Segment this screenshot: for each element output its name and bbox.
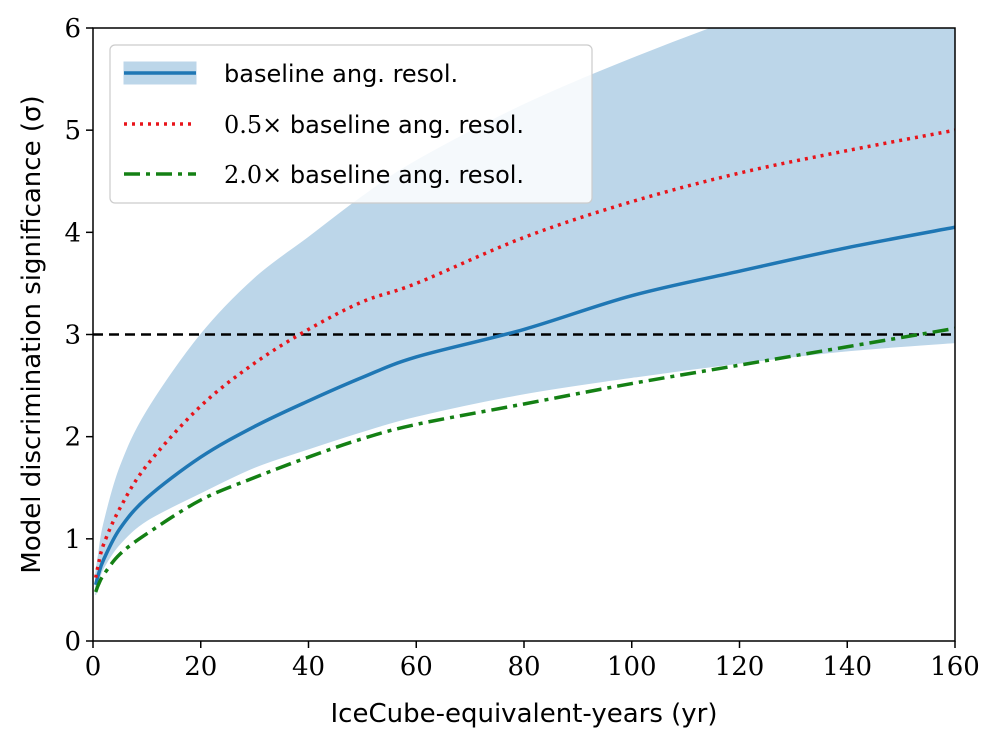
- y-tick-label-0: 0: [64, 627, 81, 657]
- series-line-0: [93, 225, 955, 586]
- x-tick-label-8: 160: [930, 652, 980, 682]
- y-tick-label-2: 2: [64, 423, 81, 453]
- legend-prefix-2: 2.0×: [224, 161, 290, 189]
- legend-name-1: baseline ang. resol.: [290, 111, 524, 139]
- x-tick-label-5: 100: [607, 652, 657, 682]
- legend: baseline ang. resol.0.5× baseline ang. r…: [109, 44, 593, 204]
- x-tick-label-3: 60: [400, 652, 433, 682]
- confidence-band: [95, 28, 955, 596]
- legend-box: [109, 44, 593, 204]
- legend-label-2: 2.0× baseline ang. resol.: [224, 161, 524, 189]
- y-tick-label-6: 6: [64, 14, 81, 44]
- x-axis-label: IceCube-equivalent-years (yr): [331, 699, 718, 729]
- legend-label-1: 0.5× baseline ang. resol.: [224, 111, 524, 139]
- x-tick-label-4: 80: [507, 652, 540, 682]
- y-tick-label-1: 1: [64, 525, 81, 555]
- y-tick-label-3: 3: [64, 321, 81, 351]
- series-line-2: [94, 326, 955, 593]
- legend-prefix-1: 0.5×: [224, 111, 290, 139]
- x-tick-label-2: 40: [292, 652, 325, 682]
- legend-name-0: baseline ang. resol.: [224, 60, 458, 88]
- y-axis-label: Model discrimination significance (σ): [17, 95, 47, 573]
- x-tick-label-1: 20: [184, 652, 217, 682]
- x-tick-label-6: 120: [715, 652, 765, 682]
- y-tick-label-4: 4: [64, 218, 81, 248]
- y-tick-label-5: 5: [64, 116, 81, 146]
- series-layer: [93, 128, 955, 593]
- legend-label-0: baseline ang. resol.: [224, 60, 458, 88]
- series-line-1: [93, 128, 955, 579]
- legend-name-2: baseline ang. resol.: [290, 161, 524, 189]
- band-layer: [95, 28, 955, 596]
- x-tick-label-7: 140: [822, 652, 872, 682]
- x-tick-label-0: 0: [85, 652, 102, 682]
- ticks-layer: 0 20 40 60 80 100 120 140 160 0 1 2 3 4 5 6: [64, 14, 979, 682]
